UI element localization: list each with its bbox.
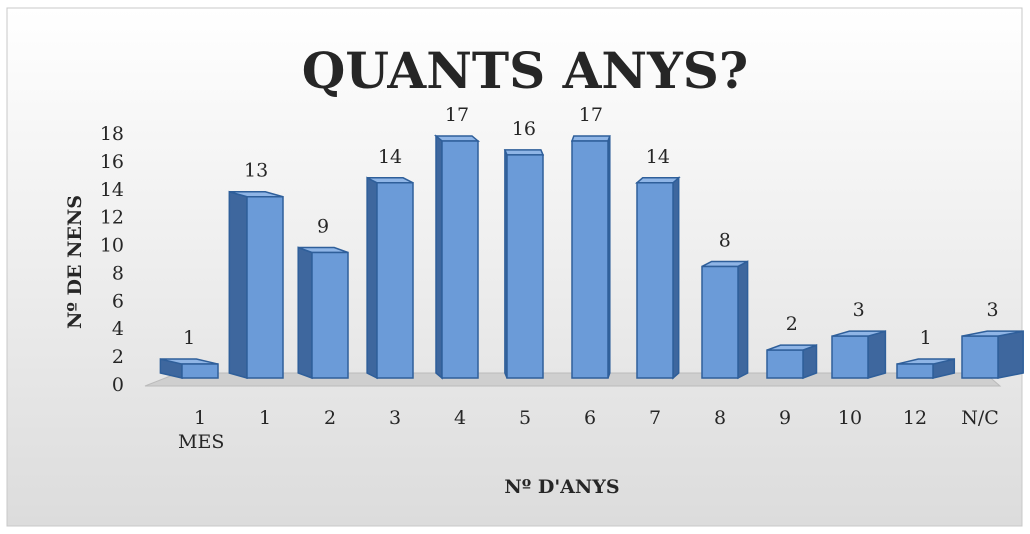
data-label: 14: [378, 146, 402, 168]
x-tick-label: N/C: [961, 407, 999, 429]
bar-front: [181, 363, 219, 379]
bar: [297, 246, 349, 380]
bar-front: [311, 251, 349, 379]
bar-front: [246, 195, 284, 379]
x-axis-label: Nº D'ANYS: [504, 476, 619, 498]
bar-side: [997, 330, 1024, 379]
bar-side: [228, 190, 248, 379]
bar-front: [571, 140, 609, 379]
bar: [366, 176, 414, 380]
y-tick-label: 2: [112, 346, 124, 368]
bar-front: [961, 335, 999, 379]
bar: [701, 260, 749, 380]
bar: [896, 358, 956, 379]
x-tick-label: 3: [388, 407, 402, 429]
bar: [503, 149, 545, 379]
bar: [831, 330, 887, 379]
data-label: 3: [853, 299, 865, 321]
bar-side: [366, 176, 378, 380]
x-tick-label: 6: [583, 407, 597, 429]
y-axis-label: Nº DE NENS: [64, 195, 86, 329]
bar: [433, 134, 481, 380]
x-tick-label: 10: [837, 407, 863, 429]
bar-side: [737, 260, 749, 380]
bar: [635, 176, 681, 380]
bar-front: [896, 363, 934, 379]
bar: [159, 358, 219, 379]
data-label: 17: [579, 104, 603, 126]
bar: [228, 190, 284, 379]
y-tick-label: 18: [100, 123, 124, 145]
y-tick-label: 6: [112, 290, 124, 312]
bar-side: [297, 246, 313, 380]
y-tick-label: 4: [112, 318, 124, 340]
bar-front: [831, 335, 869, 379]
bar-front: [701, 265, 739, 379]
chart-title: QUANTS ANYS?: [302, 41, 748, 100]
y-tick-label: 8: [112, 262, 124, 284]
bar: [570, 135, 611, 379]
x-tick-label: 5: [518, 407, 532, 429]
data-label: 2: [786, 313, 798, 335]
data-label: 1: [183, 327, 195, 349]
bar-side: [435, 134, 443, 380]
data-label: 9: [317, 216, 329, 238]
y-tick-label: 12: [100, 207, 124, 229]
bar-front: [506, 154, 544, 379]
y-tick-label: 14: [100, 179, 124, 201]
x-tick-label: 7: [648, 407, 662, 429]
bar: [766, 344, 818, 380]
data-label: 16: [512, 118, 536, 140]
y-tick-label: 0: [112, 374, 124, 396]
x-tick-label: 12: [902, 407, 928, 429]
x-tick-label: 4: [453, 407, 467, 429]
bar-side: [672, 176, 680, 380]
y-tick-label: 16: [100, 151, 124, 173]
bar: [961, 330, 1024, 379]
x-tick-label: 9: [778, 407, 792, 429]
data-label: 13: [244, 160, 268, 182]
bar-front: [441, 140, 479, 379]
data-label: 14: [646, 146, 670, 168]
data-label: 8: [719, 229, 731, 251]
data-label: 1: [920, 327, 932, 349]
x-tick-label: 8: [713, 407, 727, 429]
bar-side: [867, 330, 887, 379]
x-tick-label: 2: [323, 407, 337, 429]
data-label: 17: [445, 104, 469, 126]
y-tick-label: 10: [100, 235, 124, 257]
bar-front: [766, 349, 804, 379]
x-tick-label: 1: [258, 407, 272, 429]
bar-front: [376, 182, 414, 379]
x-tick-label: 1 MES: [178, 407, 225, 453]
data-label: 3: [987, 299, 999, 321]
bar-front: [636, 182, 674, 379]
